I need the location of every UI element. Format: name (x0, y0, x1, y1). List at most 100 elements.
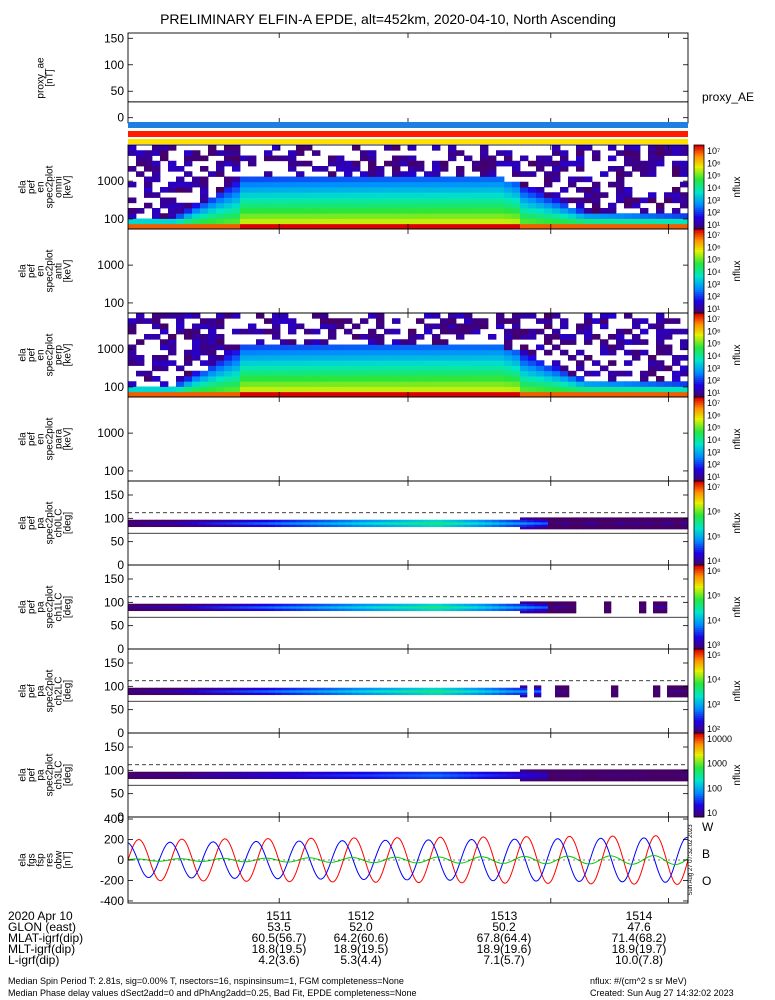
spectrogram-cell (384, 192, 393, 198)
spectrogram-cell (544, 349, 553, 356)
pa-cell (212, 606, 220, 609)
spectrogram-cell (328, 328, 337, 335)
pa-cell (590, 526, 598, 530)
spectrogram-cell (352, 376, 361, 382)
spectrogram-cell (312, 150, 321, 156)
spectrogram-cell (288, 187, 297, 193)
pa-cell (450, 606, 458, 609)
pa-cell (520, 608, 528, 612)
spectrogram-cell (288, 181, 297, 188)
footer-row-label: GLON (east) (8, 920, 76, 934)
pa-cell (135, 603, 143, 607)
pa-cell (156, 771, 164, 775)
spectrogram-cell (200, 166, 209, 172)
spectrogram-cell (560, 323, 569, 330)
spectrogram-cell (448, 187, 457, 193)
spectrogram-cell (424, 218, 433, 225)
colorbar-swatch (694, 510, 704, 513)
spectrogram-cell (632, 150, 641, 156)
spectrogram-cell (240, 176, 249, 183)
pa-cell (660, 524, 668, 528)
spectrogram-cell (520, 344, 529, 351)
spectrogram-cell (344, 192, 353, 198)
spectrogram-cell (360, 318, 369, 324)
spectrogram-cell (584, 391, 593, 398)
pa-cell (380, 776, 388, 780)
pa-cell (261, 776, 269, 780)
spectrogram-cell (200, 391, 209, 398)
pa-cell (156, 690, 164, 693)
pa-cell (485, 603, 493, 607)
colorbar-swatch (694, 772, 704, 776)
pa-cell (191, 603, 199, 607)
spectrogram-cell (576, 166, 585, 172)
spectrogram-cell (392, 328, 401, 335)
status-bar-blue (128, 122, 688, 128)
spectrogram-cell (304, 376, 313, 382)
spectrogram-cell (224, 349, 233, 356)
colorbar-swatch (694, 157, 704, 161)
pa-cell (513, 522, 521, 525)
spectrogram-cell (384, 187, 393, 193)
colorbar-swatch (694, 640, 704, 644)
spectrogram-cell (448, 192, 457, 198)
pa-cell (135, 776, 143, 780)
pa-cell (653, 517, 661, 521)
spectrogram-cell (184, 328, 193, 335)
spectrogram-cell (360, 171, 369, 177)
spectrogram-cell (544, 376, 553, 382)
pa-cell (275, 692, 283, 696)
pa-cell (464, 606, 472, 609)
spectrogram-cell (344, 381, 353, 387)
ylabel-line: omni (54, 176, 65, 198)
spectrogram-cell (384, 381, 393, 387)
pa-cell (163, 776, 171, 780)
spectrogram-cell (656, 376, 665, 382)
spectrogram-cell (520, 218, 529, 225)
spectrogram-cell (288, 166, 297, 172)
pa-cell (233, 608, 241, 612)
spectrogram-cell (496, 202, 505, 209)
spectrogram-cell (424, 171, 433, 177)
pa-cell (184, 771, 192, 775)
pa-cell (555, 778, 563, 782)
pa-cell (562, 690, 570, 693)
pa-cell (534, 771, 542, 775)
spectrogram-cell (136, 318, 145, 324)
pa-cell (653, 692, 661, 696)
pa-cell (219, 519, 227, 523)
spectrogram-cell (552, 166, 561, 172)
spectrogram-cell (512, 223, 521, 230)
colorbar-swatch (694, 226, 704, 230)
spectrogram-cell (632, 318, 641, 324)
spectrogram-cell (552, 171, 561, 177)
spectrogram-cell (336, 218, 345, 225)
pa-cell (520, 524, 528, 528)
spectrogram-cell (680, 386, 689, 393)
spectrogram-cell (472, 218, 481, 225)
pa-cell (331, 687, 339, 691)
spectrogram-cell (416, 381, 425, 387)
colorbar-swatch (694, 604, 704, 608)
spectrogram-cell (520, 187, 529, 193)
pa-cell (331, 606, 339, 609)
spectrogram-cell (192, 218, 201, 225)
colorbar-swatch (694, 163, 704, 167)
spectrogram-cell (528, 160, 537, 167)
spectrogram-cell (144, 218, 153, 225)
spectrogram-cell (296, 202, 305, 209)
spectrogram-cell (216, 339, 225, 345)
ylabel-line: pa (36, 517, 47, 529)
spectrogram-cell (488, 370, 497, 377)
pa-cell (310, 687, 318, 691)
spectrogram-cell (664, 386, 673, 393)
spectrogram-cell (392, 223, 401, 230)
spectrogram-cell (320, 187, 329, 193)
pa-cell (534, 601, 542, 605)
pa-cell (597, 769, 605, 773)
pa-cell (555, 769, 563, 773)
spectrogram-cell (224, 202, 233, 209)
spectrogram-cell (128, 386, 137, 393)
spectrogram-cell (160, 391, 169, 398)
